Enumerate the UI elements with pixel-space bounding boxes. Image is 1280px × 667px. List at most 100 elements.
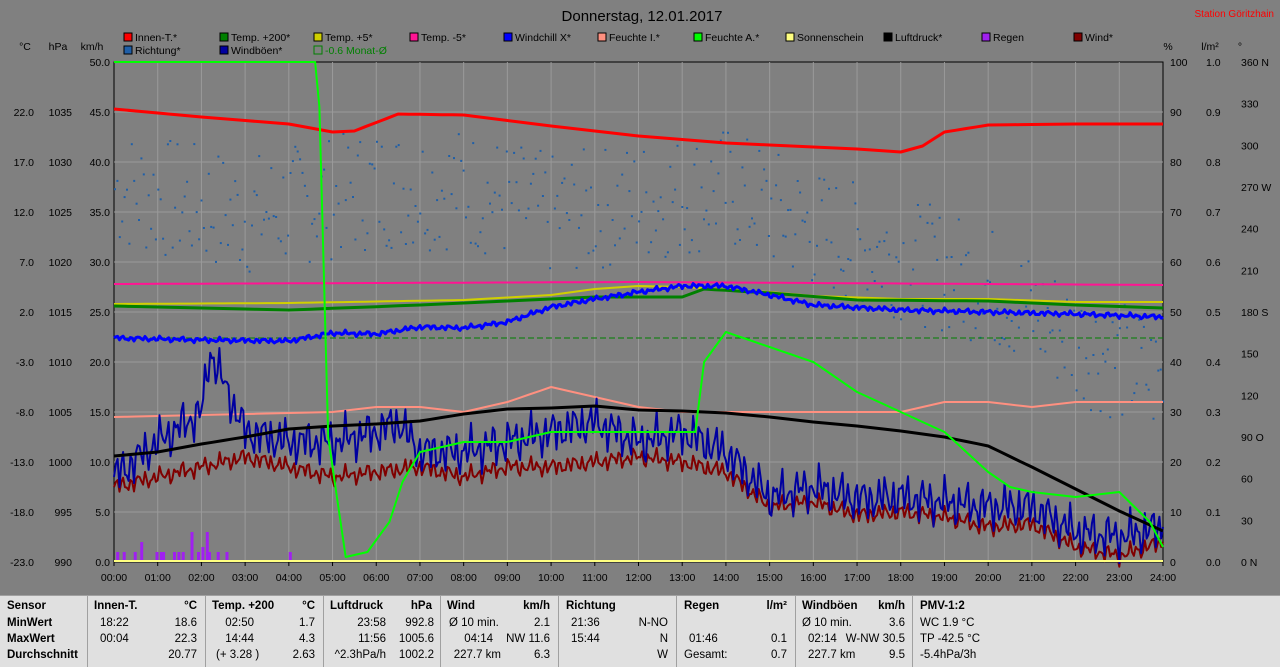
- richtung-point: [253, 190, 256, 193]
- y-tick-direction: 150: [1241, 349, 1259, 361]
- richtung-point: [597, 204, 600, 206]
- stats-innen-min-value: 18.6: [174, 617, 197, 629]
- richtung-point: [1017, 326, 1020, 329]
- y-tick-direction: 60: [1241, 474, 1253, 486]
- richtung-point: [1001, 336, 1004, 339]
- richtung-point: [291, 160, 294, 163]
- stats-richtung-min-value: N-NO: [638, 617, 668, 629]
- richtung-point: [469, 241, 472, 244]
- richtung-point: [1008, 345, 1011, 348]
- richtung-point: [121, 220, 124, 223]
- stats-innen-avg-value: 20.77: [168, 649, 197, 661]
- x-tick-label: 15:00: [756, 572, 782, 584]
- richtung-point: [279, 240, 282, 243]
- richtung-point: [919, 215, 922, 218]
- richtung-point: [698, 250, 701, 253]
- richtung-point: [241, 248, 244, 251]
- richtung-point: [748, 225, 751, 228]
- stats-regen-max-time: 01:46: [689, 633, 718, 645]
- regen-bar: [201, 547, 205, 562]
- richtung-point: [1114, 367, 1116, 369]
- richtung-point: [779, 199, 782, 202]
- richtung-point: [402, 187, 405, 190]
- regen-bar: [159, 552, 163, 562]
- richtung-point: [840, 268, 842, 271]
- stats-boeen-unit: km/h: [878, 600, 905, 612]
- richtung-point: [1082, 397, 1085, 400]
- y-tick-pressure: 990: [54, 557, 72, 569]
- x-tick-label: 09:00: [494, 572, 520, 584]
- richtung-point: [344, 199, 347, 202]
- richtung-point: [642, 150, 645, 153]
- richtung-point: [873, 280, 876, 282]
- richtung-point: [1135, 382, 1138, 385]
- richtung-point: [1053, 280, 1056, 283]
- richtung-point: [700, 186, 703, 189]
- richtung-point: [243, 220, 246, 223]
- legend-label-0-6-monat: -0.6 Monat-Ø: [325, 45, 387, 57]
- richtung-point: [928, 203, 931, 206]
- y-tick-humidity: 100: [1170, 57, 1188, 69]
- x-tick-label: 23:00: [1106, 572, 1132, 584]
- richtung-point: [352, 196, 354, 198]
- richtung-point: [135, 202, 138, 205]
- richtung-point: [789, 208, 792, 211]
- richtung-point: [871, 271, 874, 273]
- stats-temp200-min-value: 1.7: [299, 617, 315, 629]
- richtung-point: [489, 202, 491, 205]
- richtung-point: [472, 142, 475, 145]
- richtung-point: [585, 189, 588, 192]
- richtung-point: [953, 289, 955, 292]
- y-tick-temp: -3.0: [16, 357, 34, 369]
- richtung-point: [453, 157, 455, 160]
- y-tick-direction: 330: [1241, 99, 1259, 111]
- richtung-point: [1066, 298, 1068, 301]
- richtung-point: [527, 207, 530, 210]
- legend-label-richtung: Richtung*: [135, 45, 181, 57]
- richtung-point: [133, 179, 136, 182]
- y-tick-humidity: 0: [1170, 557, 1176, 569]
- stats-luft-header: Luftdruck: [330, 600, 384, 612]
- richtung-point: [666, 251, 669, 254]
- legend-swatch-richtung: [123, 45, 133, 55]
- richtung-point: [328, 140, 330, 143]
- y-tick-temp: -18.0: [10, 507, 34, 519]
- regen-bar: [216, 552, 220, 562]
- richtung-point: [568, 219, 571, 221]
- richtung-point: [657, 210, 660, 213]
- richtung-point: [659, 196, 662, 199]
- richtung-point: [419, 212, 422, 215]
- y-tick-pressure: 1005: [49, 407, 73, 419]
- stats-wind-max-value: NW 11.6: [506, 633, 550, 645]
- stats-temp200-avg-note: (+ 3.28 ): [216, 649, 260, 661]
- richtung-point: [157, 188, 160, 191]
- legend-label-regen: Regen: [993, 32, 1024, 44]
- regen-bar: [122, 552, 126, 562]
- richtung-point: [695, 147, 698, 150]
- richtung-point: [770, 197, 773, 200]
- richtung-point: [628, 190, 631, 193]
- richtung-point: [505, 150, 508, 153]
- richtung-point: [897, 260, 900, 263]
- richtung-point: [431, 171, 434, 174]
- stats-luft-col: Luftdruck hPa 23:58 992.8 11:56 1005.6 ^…: [324, 596, 441, 667]
- weather-chart: Donnerstag, 12.01.2017 Station Göritzhai…: [10, 8, 1274, 584]
- stats-pmv-col: PMV-1:2 WC 1.9 °C TP -42.5 °C -5.4hPa/3h: [913, 596, 1280, 667]
- richtung-point: [532, 172, 535, 175]
- y-tick-speed: 45.0: [90, 107, 111, 119]
- x-tick-label: 06:00: [363, 572, 389, 584]
- richtung-point: [765, 179, 768, 182]
- richtung-point: [1080, 309, 1083, 312]
- y-tick-speed: 10.0: [90, 457, 111, 469]
- richtung-point: [662, 218, 665, 221]
- richtung-point: [664, 255, 667, 258]
- richtung-point: [592, 249, 595, 252]
- richtung-point: [1027, 260, 1030, 263]
- richtung-point: [529, 182, 532, 185]
- richtung-point: [1162, 400, 1165, 403]
- richtung-point: [676, 144, 679, 147]
- richtung-point: [147, 194, 150, 197]
- richtung-point: [921, 304, 924, 307]
- richtung-point: [270, 167, 273, 170]
- y-tick-humidity: 10: [1170, 507, 1182, 519]
